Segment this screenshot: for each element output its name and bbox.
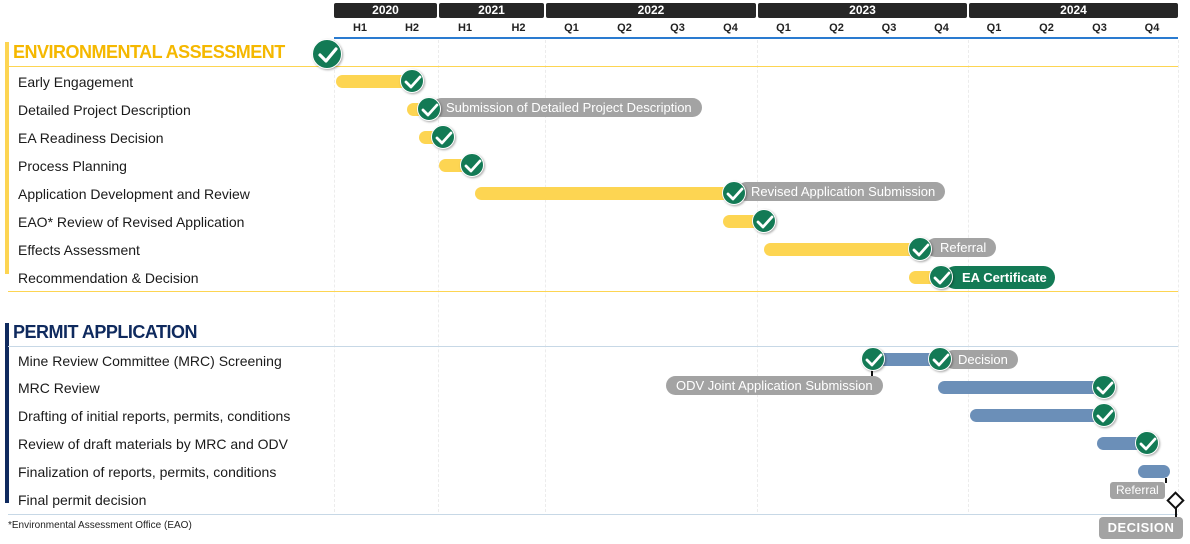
check-icon [1092,403,1116,427]
milestone-revised-app-label: Revised Application Submission [737,182,946,201]
check-icon [722,181,746,205]
row-label: Effects Assessment [18,242,140,258]
task-bar-mrc-review[interactable] [938,381,1104,394]
check-icon [861,347,885,371]
grid-line [1178,40,1179,512]
year-2021: 2021 [439,3,544,18]
decision-diamond-icon [1166,491,1185,510]
check-icon [417,97,441,121]
ea-section-title: ENVIRONMENTAL ASSESSMENT [13,42,285,62]
period-2024-q1: Q1 [986,22,1002,34]
check-icon [431,125,455,149]
row-label: Drafting of initial reports, permits, co… [18,408,291,424]
ea-bottom-divider [8,291,1178,292]
row-label: EA Readiness Decision [18,130,164,146]
task-bar-finalization[interactable] [1138,465,1170,478]
grid-line [757,40,758,512]
period-2020-h1: H1 [352,22,368,34]
milestone-connector [1165,478,1167,483]
milestone-ea-certificate-label: EA Certificate [944,266,1055,289]
row-label: Early Engagement [18,74,134,90]
row-label: EAO* Review of Revised Application [18,214,245,230]
timeline-axis [334,37,1178,39]
final-decision-label: DECISION [1099,517,1183,539]
check-icon [400,69,424,93]
year-2020: 2020 [334,3,437,18]
period-2023-q3: Q3 [881,22,897,34]
milestone-referral-label: Referral [926,238,997,257]
permit-bottom-divider [8,514,1178,515]
period-2021-h1: H1 [457,22,473,34]
row-label: Review of draft materials by MRC and ODV [18,436,288,452]
row-label: Mine Review Committee (MRC) Screening [18,353,282,369]
row-label: Detailed Project Description [18,102,191,118]
check-icon [752,209,776,233]
milestone-odv-submission-label: ODV Joint Application Submission [666,376,883,395]
year-2023: 2023 [758,3,967,18]
row-label: Recommendation & Decision [18,270,199,286]
milestone-detailed-pd-label: Submission of Detailed Project Descripti… [432,98,702,117]
row-label: Application Development and Review [18,186,250,202]
task-bar-application-development[interactable] [475,187,733,200]
milestone-referral-permit-label: Referral [1110,482,1165,499]
year-2024: 2024 [969,3,1178,18]
period-2020-h2: H2 [404,22,420,34]
period-2022-q3: Q3 [670,22,685,34]
period-2024-q4: Q4 [1144,22,1160,34]
check-icon [928,347,952,371]
milestone-decision-label: Decision [944,350,1018,369]
permit-section-accent [5,323,9,503]
year-2022: 2022 [546,3,756,18]
period-2021-h2: H2 [511,22,526,34]
row-label: MRC Review [18,380,100,396]
task-bar-mrc-screening[interactable] [876,353,940,366]
period-2022-q4: Q4 [723,22,738,34]
period-2023-q2: Q2 [829,22,844,34]
check-icon [1092,375,1116,399]
period-2023-q4: Q4 [934,22,949,34]
row-label: Finalization of reports, permits, condit… [18,464,277,480]
ea-section-accent [5,42,9,274]
check-icon [908,237,932,261]
ea-title-divider [8,66,1178,67]
row-label: Final permit decision [18,492,147,508]
check-icon [1135,431,1159,455]
task-bar-drafting[interactable] [970,409,1104,422]
milestone-connector [871,368,873,378]
grid-line [545,40,546,512]
period-2024-q3: Q3 [1092,22,1107,34]
row-label: Process Planning [18,158,127,174]
task-bar-early-engagement[interactable] [336,75,410,88]
period-2024-q2: Q2 [1039,22,1054,34]
check-icon [929,265,953,289]
milestone-connector [1175,508,1177,517]
check-icon [312,39,342,69]
grid-line [334,40,335,512]
period-2022-q1: Q1 [564,22,579,34]
check-icon [460,153,484,177]
permit-section-title: PERMIT APPLICATION [13,322,198,342]
permit-title-divider [8,346,1178,347]
task-bar-review-draft[interactable] [1097,437,1147,450]
footnote: *Environmental Assessment Office (EAO) [8,520,192,531]
period-2023-q1: Q1 [776,22,791,34]
task-bar-effects-assessment[interactable] [764,243,920,256]
grid-line [438,40,439,512]
period-2022-q2: Q2 [617,22,632,34]
